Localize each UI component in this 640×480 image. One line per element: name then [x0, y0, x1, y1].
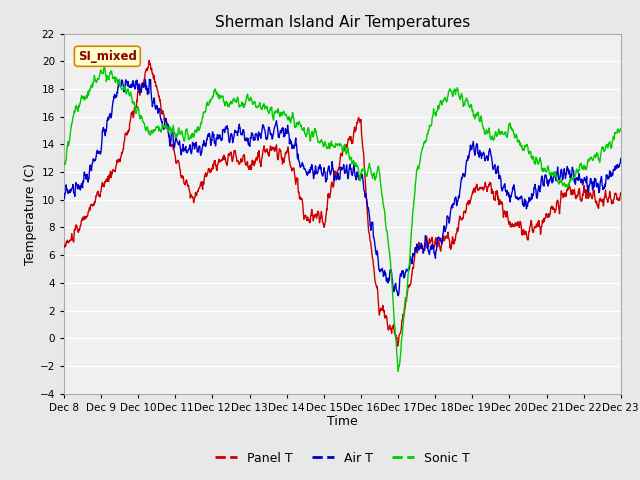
Title: Sherman Island Air Temperatures: Sherman Island Air Temperatures — [215, 15, 470, 30]
X-axis label: Time: Time — [327, 415, 358, 429]
Y-axis label: Temperature (C): Temperature (C) — [24, 163, 37, 264]
Legend: Panel T, Air T, Sonic T: Panel T, Air T, Sonic T — [210, 447, 475, 469]
Text: SI_mixed: SI_mixed — [78, 50, 137, 63]
